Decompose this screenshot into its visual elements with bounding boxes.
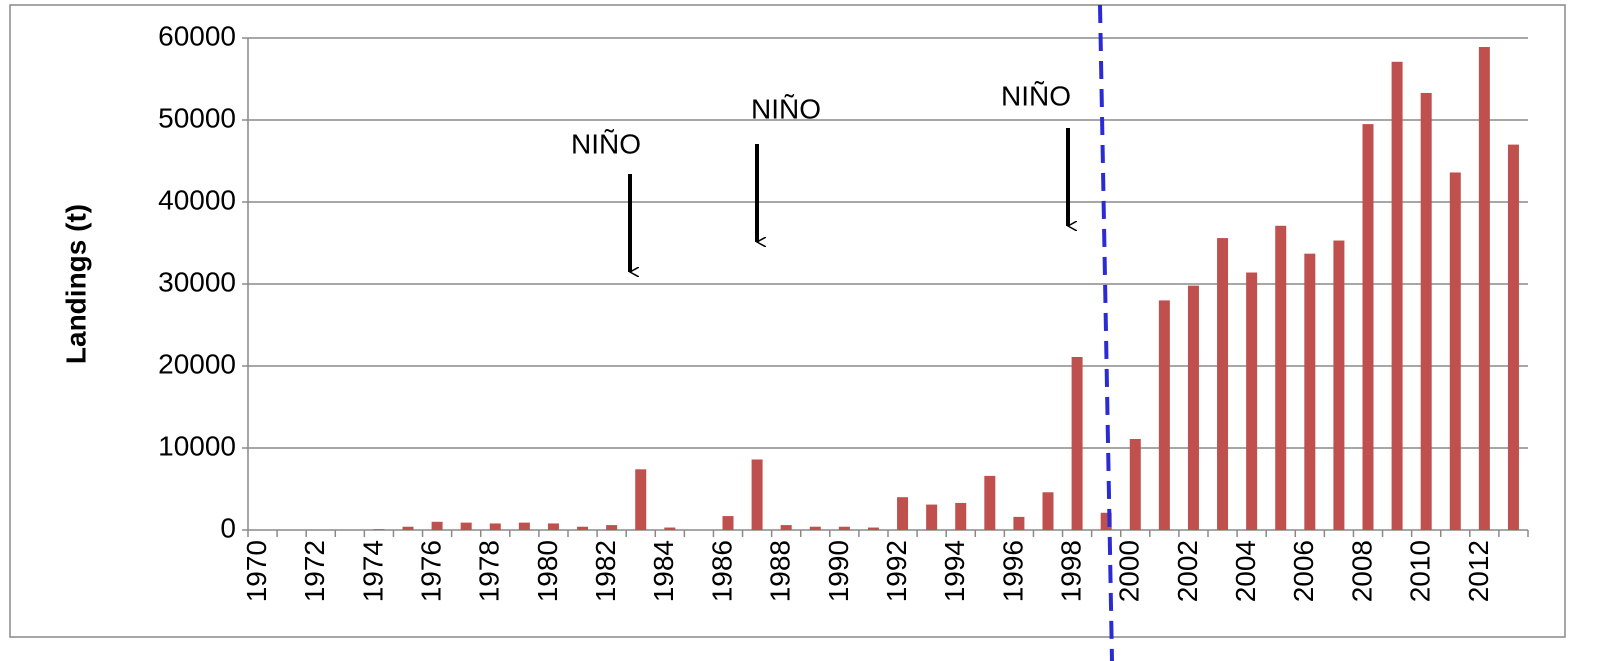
x-tick-label: 2004 xyxy=(1230,540,1261,602)
bar xyxy=(635,469,647,530)
y-tick-label: 60000 xyxy=(158,20,236,51)
bar xyxy=(1478,47,1490,531)
bar xyxy=(431,521,443,530)
annotation: NIÑO xyxy=(751,93,821,124)
bar xyxy=(809,526,821,530)
y-tick-label: 50000 xyxy=(158,102,236,133)
bar xyxy=(955,502,967,530)
chart-border xyxy=(9,4,1566,638)
divider-line xyxy=(1098,4,1114,661)
bar xyxy=(1391,61,1403,530)
bar xyxy=(780,525,792,530)
x-tick-label: 2012 xyxy=(1463,540,1494,602)
x-tick-label: 1990 xyxy=(823,540,854,602)
x-tick-label: 1998 xyxy=(1055,540,1086,602)
bar xyxy=(1507,144,1519,530)
x-tick-label: 2010 xyxy=(1405,540,1436,602)
x-tick-label: 2000 xyxy=(1114,540,1145,602)
bar xyxy=(1187,285,1199,530)
y-tick-label: 30000 xyxy=(158,266,236,297)
annotation: NIÑO xyxy=(571,128,641,159)
grid: 0 10000 20000 30000 40000 50000 60000 1970 1972 1… xyxy=(158,20,1529,602)
bar xyxy=(1042,492,1054,530)
bar xyxy=(1449,172,1461,531)
x-tick-label: 1980 xyxy=(532,540,563,602)
bar xyxy=(373,529,385,530)
bar xyxy=(547,523,559,530)
bar xyxy=(722,516,734,530)
bar xyxy=(1362,124,1374,530)
x-tick-label: 1974 xyxy=(357,540,388,602)
bar xyxy=(926,504,938,530)
bar xyxy=(984,475,996,530)
bar xyxy=(577,526,589,530)
x-tick-label: 1984 xyxy=(648,540,679,602)
x-tick-label: 1992 xyxy=(881,540,912,602)
bar xyxy=(1420,92,1432,530)
bar xyxy=(489,523,501,530)
marks xyxy=(373,47,1519,531)
y-tick-label: 20000 xyxy=(158,348,236,379)
y-tick-label: 0 xyxy=(220,512,236,543)
x-tick-label: 1988 xyxy=(765,540,796,602)
x-tick-label: 2008 xyxy=(1346,540,1377,602)
bar xyxy=(1013,516,1025,530)
x-tick-label: 1994 xyxy=(939,540,970,602)
bar xyxy=(518,522,530,530)
bar xyxy=(838,526,850,530)
bar xyxy=(1129,438,1141,530)
y-tick-label: 40000 xyxy=(158,184,236,215)
x-tick-label: 1978 xyxy=(474,540,505,602)
bar xyxy=(664,527,676,530)
bar xyxy=(751,459,763,530)
x-tick-label: 1982 xyxy=(590,540,621,602)
bar xyxy=(606,525,618,530)
bar xyxy=(1246,272,1258,530)
x-tick-label: 2006 xyxy=(1288,540,1319,602)
bar xyxy=(1217,238,1229,530)
x-tick-label: 1996 xyxy=(997,540,1028,602)
bar xyxy=(402,526,414,530)
bar xyxy=(1158,300,1170,530)
x-tick-label: 1976 xyxy=(415,540,446,602)
bar xyxy=(867,527,879,530)
x-tick-label: 1970 xyxy=(241,540,272,602)
annotation: NIÑO xyxy=(1001,80,1071,111)
bar xyxy=(1100,512,1112,530)
bar xyxy=(897,497,909,530)
bar xyxy=(460,522,472,530)
y-tick-label: 10000 xyxy=(158,430,236,461)
bar xyxy=(1333,240,1345,531)
bar xyxy=(1304,253,1316,530)
x-tick-label: 1972 xyxy=(299,540,330,602)
y-axis-label: Landings (t) xyxy=(60,204,91,364)
bar xyxy=(1275,225,1287,530)
x-tick-label: 1986 xyxy=(706,540,737,602)
x-tick-label: 2002 xyxy=(1172,540,1203,602)
bar xyxy=(1071,356,1083,530)
